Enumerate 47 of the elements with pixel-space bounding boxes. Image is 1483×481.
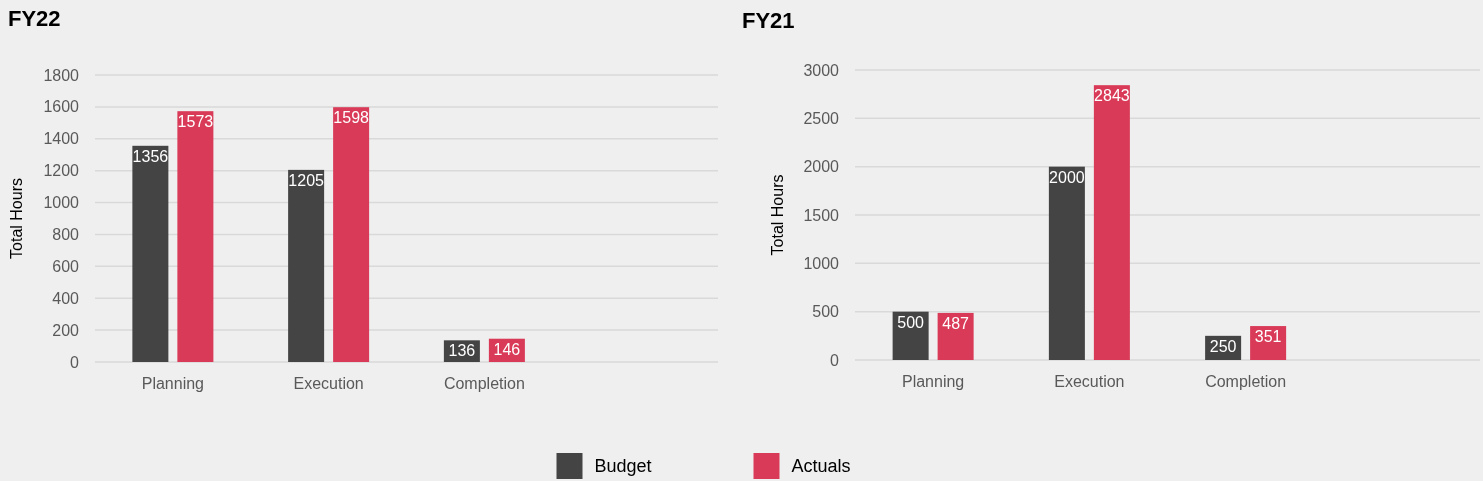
data-label: 2843 (1094, 87, 1130, 105)
y-axis-title: Total Hours (769, 174, 786, 256)
data-label: 136 (448, 342, 476, 360)
bar (177, 111, 214, 362)
data-label: 487 (942, 314, 970, 332)
y-tick-label: 200 (52, 321, 80, 339)
data-label: 1598 (333, 109, 370, 127)
y-tick-label: 0 (70, 353, 80, 371)
x-tick-label: Planning (141, 375, 205, 392)
y-tick-label: 1000 (43, 194, 80, 212)
bar (132, 145, 169, 362)
legend-label: Actuals (791, 456, 851, 477)
y-tick-label: 3000 (803, 61, 840, 79)
y-tick-label: 2500 (803, 109, 840, 127)
y-tick-label: 1400 (43, 130, 80, 148)
y-tick-label: 1000 (803, 254, 840, 272)
bar (333, 107, 370, 362)
data-label: 1205 (288, 171, 325, 189)
data-label: 1573 (177, 113, 214, 131)
y-tick-label: 600 (52, 257, 80, 275)
bar (1048, 166, 1085, 360)
chart-title: FY21 (742, 8, 795, 33)
bar (288, 169, 325, 362)
x-tick-label: Completion (1205, 373, 1287, 390)
x-tick-label: Completion (443, 375, 525, 392)
x-tick-label: Planning (901, 373, 965, 390)
x-tick-label: Execution (1054, 373, 1125, 390)
data-label: 2000 (1049, 168, 1085, 186)
data-label: 351 (1254, 328, 1282, 346)
data-label: 250 (1209, 337, 1237, 355)
y-tick-label: 0 (830, 351, 840, 369)
y-axis-title: Total Hours (8, 178, 25, 259)
data-label: 500 (897, 313, 925, 331)
data-label: 146 (493, 340, 521, 358)
bar (1093, 85, 1130, 360)
y-tick-label: 1600 (43, 98, 80, 116)
y-tick-label: 800 (52, 226, 80, 244)
y-tick-label: 1200 (43, 162, 80, 180)
x-tick-label: Execution (293, 375, 364, 392)
y-tick-label: 500 (812, 303, 840, 321)
y-tick-label: 2000 (803, 158, 840, 176)
y-tick-label: 400 (52, 289, 80, 307)
y-tick-label: 1800 (43, 66, 80, 84)
chart-title: FY22 (8, 6, 61, 31)
data-label: 1356 (132, 147, 169, 165)
legend-label: Budget (594, 456, 652, 477)
y-tick-label: 1500 (803, 206, 840, 224)
